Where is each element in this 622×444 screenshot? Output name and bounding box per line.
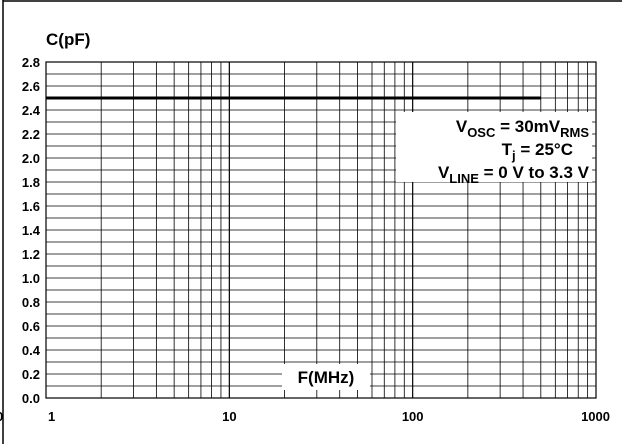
- x-axis-label-box: [282, 364, 370, 390]
- x-tick-label: 1: [48, 409, 55, 424]
- y-tick-label: 2.2: [22, 127, 40, 142]
- y-tick-label: 1.6: [22, 199, 40, 214]
- x-tick-label: 100: [402, 409, 424, 424]
- vline-annotation: VLINE = 0 V to 3.3 V: [438, 163, 590, 186]
- plot-border: [45, 61, 597, 399]
- x-tick-label: 10: [222, 409, 236, 424]
- vosc-annotation: VOSC = 30mVRMS: [456, 117, 589, 140]
- edge-label: 0: [0, 409, 3, 424]
- x-tick-labels: 1 10 100 1000: [48, 409, 610, 424]
- y-tick-label: 1.4: [22, 223, 41, 238]
- conditions-box: [396, 112, 592, 182]
- y-tick-label: 1.2: [22, 247, 40, 262]
- tj-annotation: Tj = 25°C: [502, 140, 573, 163]
- y-tick-label: 2.0: [22, 151, 40, 166]
- y-tick-label: 0.2: [22, 367, 40, 382]
- y-tick-labels: 0.0 0.2 0.4 0.6 0.8 1.0 1.2 1.4 1.6 1.8 2.0 2.2 2.4 2…: [22, 55, 41, 406]
- y-tick-label: 0.8: [22, 295, 40, 310]
- y-tick-label: 2.8: [22, 55, 40, 70]
- x-axis-label: F(MHz): [298, 368, 355, 387]
- y-tick-label: 0.6: [22, 319, 40, 334]
- y-tick-label: 2.6: [22, 79, 40, 94]
- y-tick-label: 1.8: [22, 175, 40, 190]
- y-tick-label: 0.0: [22, 391, 40, 406]
- x-tick-label: 1000: [581, 409, 610, 424]
- y-tick-label: 0.4: [22, 343, 41, 358]
- y-tick-label: 1.0: [22, 271, 40, 286]
- y-tick-label: 2.4: [22, 103, 41, 118]
- y-axis-label: C(pF): [46, 30, 90, 49]
